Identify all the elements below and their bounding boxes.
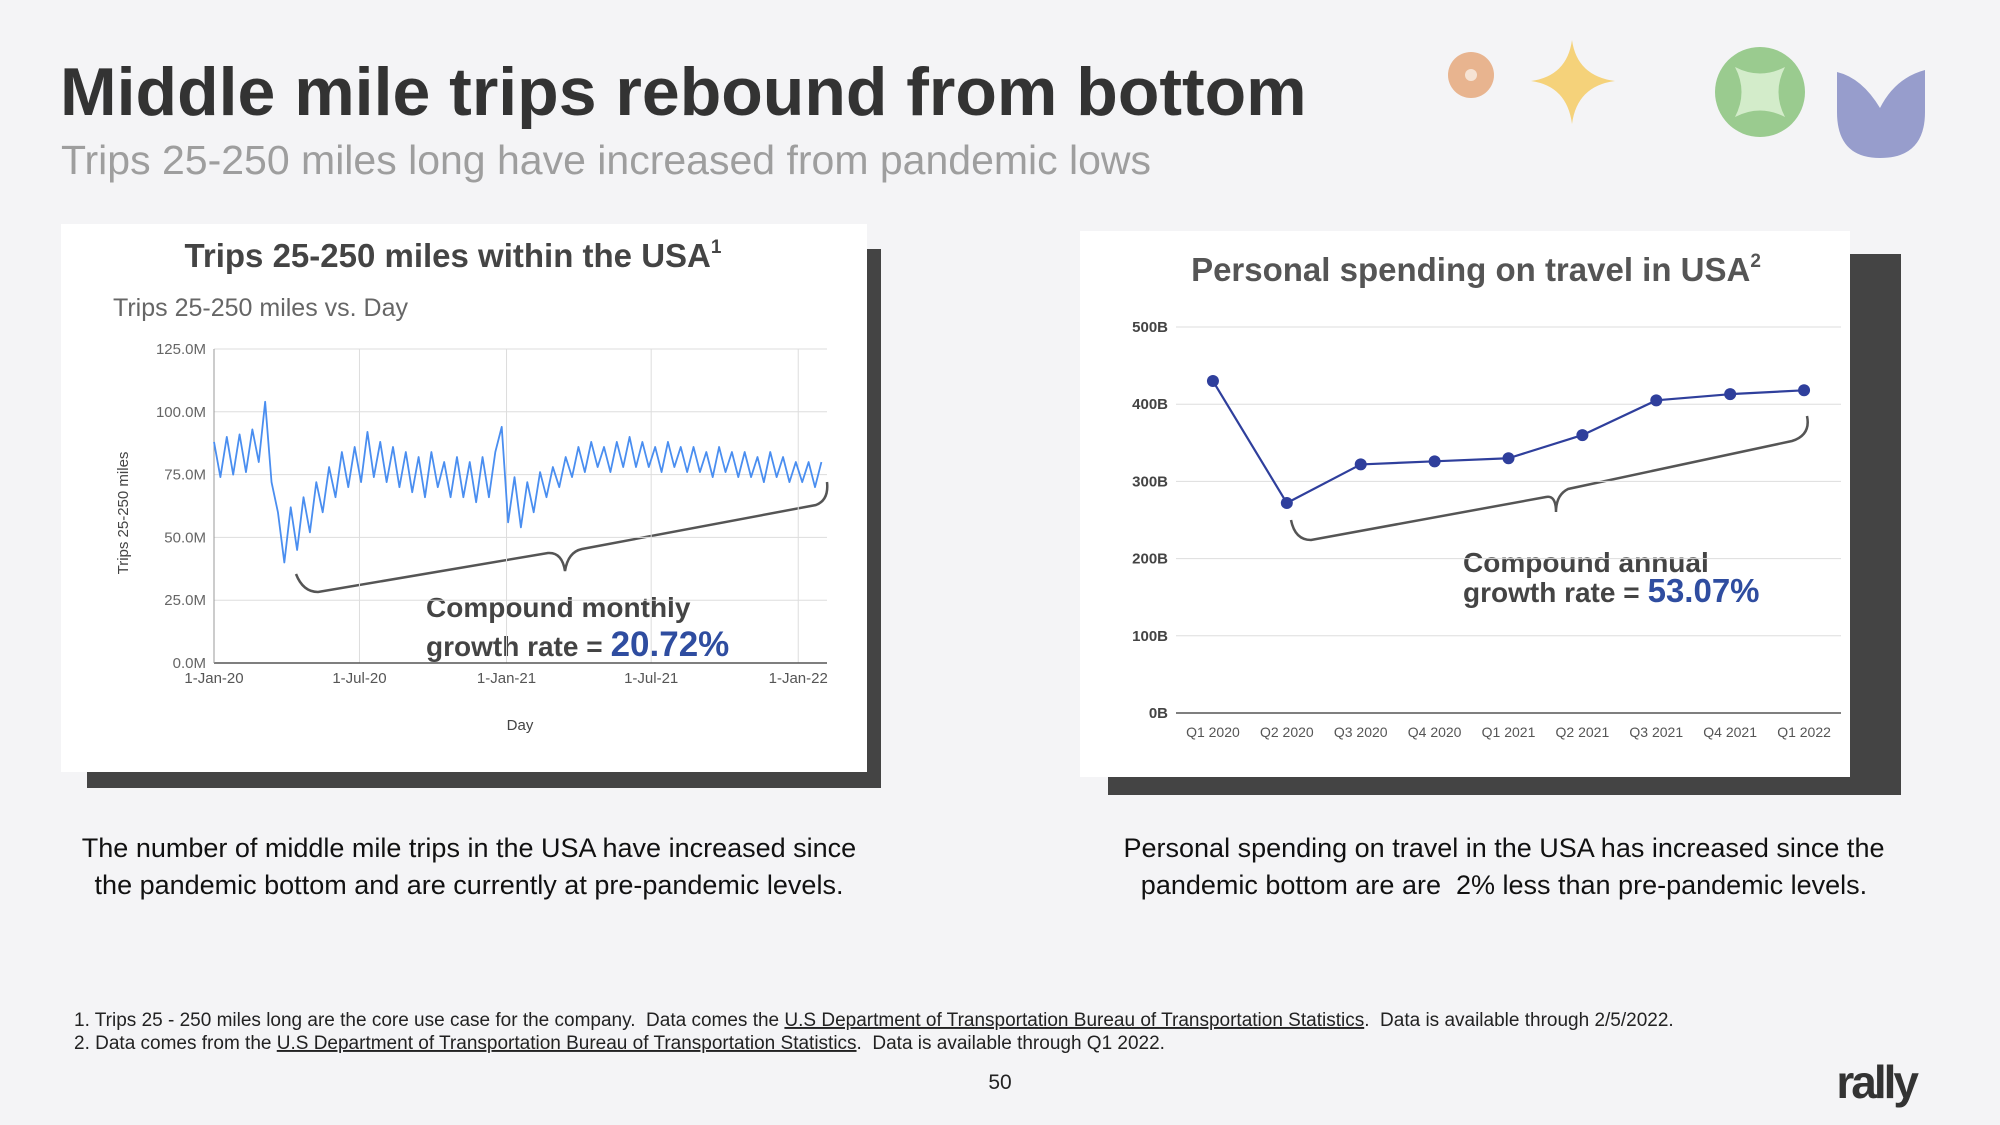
slide-subtitle: Trips 25-250 miles long have increased f…: [61, 137, 1151, 183]
x-tick-label: 1-Jan-22: [769, 670, 828, 687]
y-tick-label: 200B: [1132, 551, 1168, 568]
y-tick-label: 0B: [1149, 705, 1168, 722]
caption-line: the pandemic bottom and are currently at…: [95, 870, 844, 900]
y-tick-label: 0.0M: [173, 655, 206, 672]
x-tick-label: 1-Jan-21: [477, 670, 536, 687]
plot: Q1 2020 Q2 2020 Q3 2020 Q4 2020 Q1 2021 Q2 20…: [1132, 319, 1841, 740]
x-tick-label: Q4 2020: [1408, 724, 1462, 740]
annotation-line: growth rate = 20.72%: [426, 625, 729, 664]
footnote-link[interactable]: U.S Department of Transportation Bureau …: [277, 1033, 857, 1054]
plot: 1-Jan-20 1-Jul-20 1-Jan-21 1-Jul-21 1-Jan-22…: [156, 341, 828, 687]
brace: [294, 481, 829, 594]
brace: [1289, 415, 1809, 542]
data-point: [1206, 375, 1219, 388]
footnote-link[interactable]: U.S Department of Transportation Bureau …: [784, 1010, 1364, 1031]
chart-title-text: Trips 25-250 miles within the USA: [185, 237, 711, 274]
slide-title: Middle mile trips rebound from bottom: [60, 54, 1307, 130]
x-tick-label: Q1 2022: [1777, 724, 1831, 740]
x-tick-label: 1-Jul-21: [624, 670, 678, 687]
y-tick-label: 50.0M: [164, 529, 206, 546]
x-tick-label: Q2 2020: [1260, 724, 1314, 740]
annotation-value: 20.72%: [611, 625, 730, 664]
chart-title-text: Personal spending on travel in USA: [1191, 251, 1750, 288]
x-tick-label: 1-Jul-20: [332, 670, 386, 687]
x-tick-label: Q3 2020: [1334, 724, 1388, 740]
x-axis-title: Day: [507, 717, 534, 734]
data-point: [1280, 497, 1293, 510]
y-tick-label: 125.0M: [156, 341, 206, 358]
chart-title: Trips 25-250 miles within the USA1: [185, 237, 722, 274]
data-point: [1354, 458, 1367, 471]
data-point: [1650, 394, 1663, 407]
data-point: [1724, 388, 1737, 401]
data-line: [213, 400, 823, 564]
orange-dot-center: [1465, 69, 1477, 81]
x-tick-label: 1-Jan-20: [184, 670, 243, 687]
star: [1531, 40, 1615, 124]
purple-shape: [1837, 70, 1925, 158]
x-tick-label: Q4 2021: [1703, 724, 1757, 740]
footnote-ref: 1: [711, 237, 722, 258]
logo: rally: [1836, 1056, 1919, 1108]
y-tick-label: 300B: [1132, 473, 1168, 490]
annotation-value: 53.07%: [1648, 572, 1760, 609]
x-tick-label: Q3 2021: [1629, 724, 1683, 740]
caption-line: pandemic bottom are are 2% less than pre…: [1141, 870, 1867, 900]
data-point: [1798, 384, 1811, 397]
y-tick-label: 75.0M: [164, 467, 206, 484]
y-tick-label: 500B: [1132, 319, 1168, 336]
caption-line: The number of middle mile trips in the U…: [82, 833, 856, 863]
annotation-text: growth rate =: [1463, 577, 1640, 608]
chart-subtitle: Trips 25-250 miles vs. Day: [113, 294, 408, 322]
data-point: [1428, 455, 1441, 468]
chart-card: [1080, 231, 1850, 777]
footnotes: 1. Trips 25 - 250 miles long are the cor…: [74, 1010, 1674, 1054]
y-tick-label: 100.0M: [156, 404, 206, 421]
data-point: [1502, 452, 1515, 465]
annotation-line: Compound monthly: [426, 592, 691, 623]
decoration: [1448, 40, 1925, 158]
footnote: 2. Data comes from the U.S Department of…: [74, 1033, 1165, 1054]
chart-title: Personal spending on travel in USA2: [1191, 251, 1761, 288]
annotation-line: growth rate = 53.07%: [1463, 572, 1760, 609]
y-axis-title: Trips 25-250 miles: [115, 452, 132, 575]
footnote-text: 2. Data comes from the: [74, 1033, 277, 1054]
y-tick-label: 100B: [1132, 628, 1168, 645]
footnote-text: 1. Trips 25 - 250 miles long are the cor…: [74, 1010, 784, 1031]
caption-line: Personal spending on travel in the USA h…: [1124, 833, 1885, 863]
footnote-text: . Data is available through 2/5/2022.: [1364, 1010, 1673, 1031]
y-tick-label: 25.0M: [164, 592, 206, 609]
x-tick-label: Q1 2021: [1482, 724, 1536, 740]
annotation-line: Compound annual: [1463, 547, 1709, 578]
x-tick-label: Q2 2021: [1556, 724, 1610, 740]
green-inner: [1735, 67, 1785, 117]
captions: The number of middle mile trips in the U…: [82, 833, 1885, 900]
chart-card: [61, 224, 867, 772]
data-point: [1576, 429, 1589, 442]
footnote-ref: 2: [1750, 251, 1761, 272]
x-tick-label: Q1 2020: [1186, 724, 1240, 740]
annotation-text: growth rate =: [426, 631, 603, 662]
footnote: 1. Trips 25 - 250 miles long are the cor…: [74, 1010, 1674, 1031]
footnote-text: . Data is available through Q1 2022.: [857, 1033, 1165, 1054]
page-number: 50: [988, 1071, 1011, 1094]
y-tick-label: 400B: [1132, 396, 1168, 413]
